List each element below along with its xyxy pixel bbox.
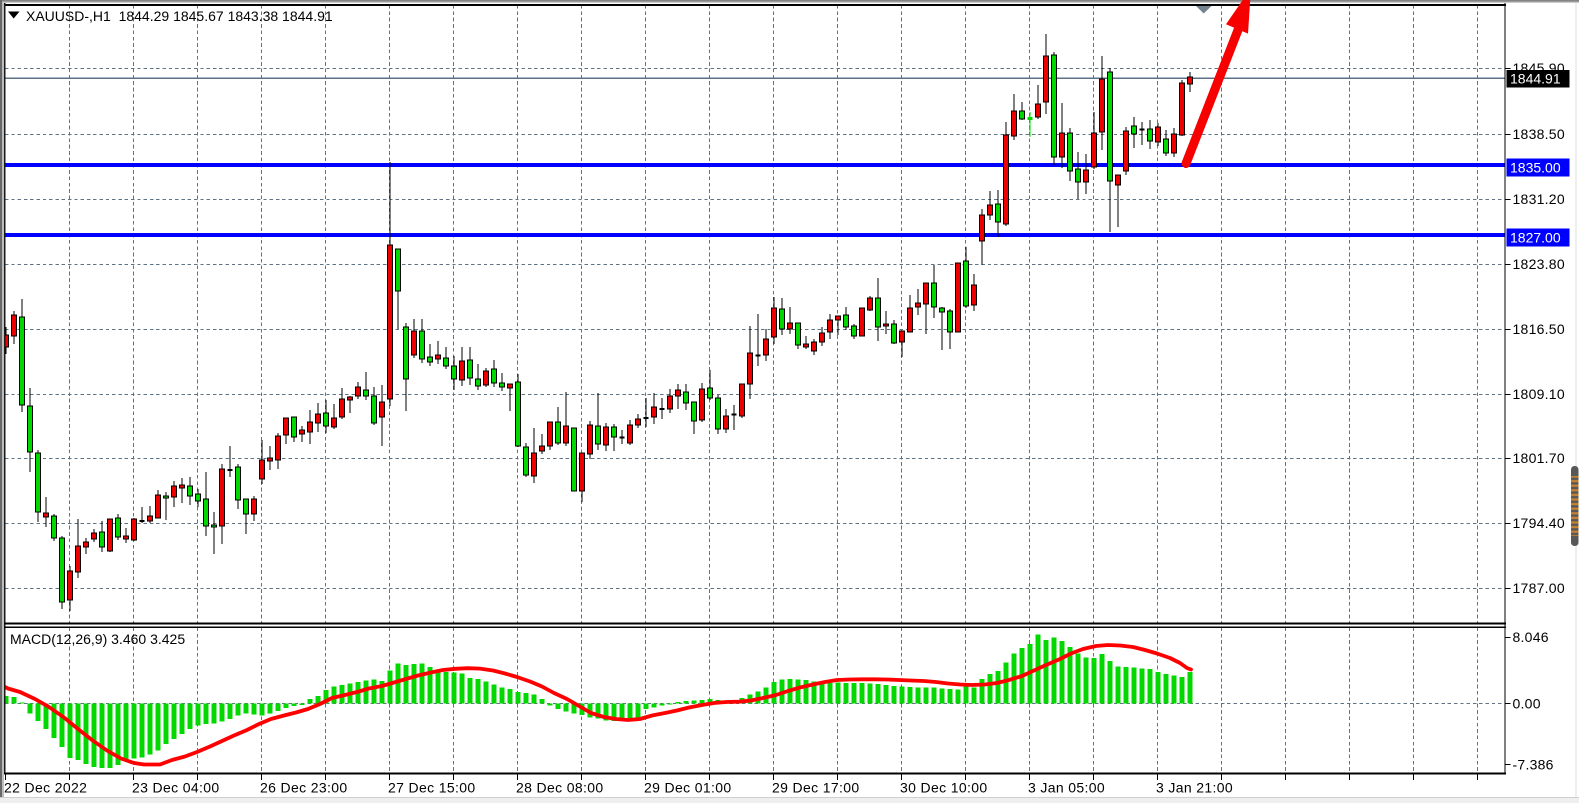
svg-text:-7.386: -7.386 <box>1513 757 1554 773</box>
svg-text:1831.20: 1831.20 <box>1513 191 1565 207</box>
svg-text:1823.80: 1823.80 <box>1513 256 1565 272</box>
svg-text:1809.10: 1809.10 <box>1513 386 1565 402</box>
svg-text:1816.50: 1816.50 <box>1513 321 1565 337</box>
svg-text:1844.91: 1844.91 <box>1510 71 1561 87</box>
svg-text:1835.00: 1835.00 <box>1510 160 1561 176</box>
svg-text:3 Jan 21:00: 3 Jan 21:00 <box>1156 780 1233 796</box>
svg-text:1838.50: 1838.50 <box>1513 126 1565 142</box>
svg-text:0.00: 0.00 <box>1513 696 1541 712</box>
svg-text:29 Dec 01:00: 29 Dec 01:00 <box>644 780 731 796</box>
svg-text:28 Dec 08:00: 28 Dec 08:00 <box>516 780 603 796</box>
svg-text:27 Dec 15:00: 27 Dec 15:00 <box>388 780 475 796</box>
svg-text:22 Dec 2022: 22 Dec 2022 <box>4 780 87 796</box>
svg-text:1827.00: 1827.00 <box>1510 230 1561 246</box>
svg-text:26 Dec 23:00: 26 Dec 23:00 <box>260 780 347 796</box>
svg-text:1787.00: 1787.00 <box>1513 580 1565 596</box>
svg-text:1794.40: 1794.40 <box>1513 515 1565 531</box>
svg-text:8.046: 8.046 <box>1513 629 1549 645</box>
svg-text:29 Dec 17:00: 29 Dec 17:00 <box>772 780 859 796</box>
svg-text:23 Dec 04:00: 23 Dec 04:00 <box>132 780 219 796</box>
svg-text:3 Jan 05:00: 3 Jan 05:00 <box>1028 780 1105 796</box>
svg-text:XAUUSD-,H1 1844.29 1845.67 18: XAUUSD-,H1 1844.29 1845.67 1843.38 1844.… <box>26 8 333 24</box>
svg-text:MACD(12,26,9) 3.460 3.425: MACD(12,26,9) 3.460 3.425 <box>10 631 185 647</box>
svg-text:1801.70: 1801.70 <box>1513 450 1565 466</box>
svg-text:30 Dec 10:00: 30 Dec 10:00 <box>900 780 987 796</box>
